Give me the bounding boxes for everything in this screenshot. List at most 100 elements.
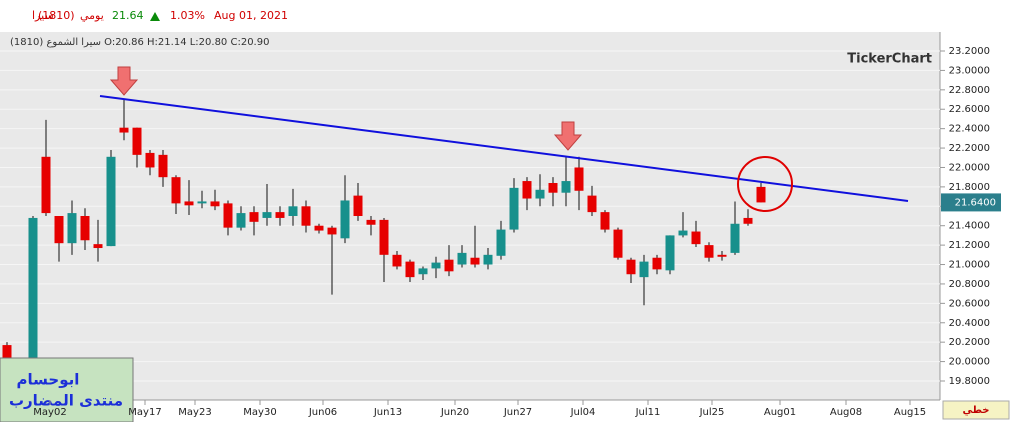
x-tick-label: May30	[243, 407, 276, 418]
candle-body	[743, 217, 753, 224]
candle-body	[639, 261, 649, 278]
y-tick-label: 20.6000	[949, 298, 990, 309]
candle-body	[314, 225, 324, 231]
y-tick-label: 21.2000	[949, 240, 990, 251]
code: (1810)	[38, 9, 75, 22]
candle-body	[665, 235, 675, 271]
watermark-line: منتدى المضارب	[9, 392, 123, 410]
up-arrow	[150, 12, 160, 21]
x-tick-label: Aug08	[830, 407, 862, 418]
candle-body	[223, 203, 233, 228]
candle-body	[67, 213, 77, 244]
ohlc-info: سيرا الشموع (1810) O:20.86 H:21.14 L:20.…	[10, 37, 269, 48]
x-tick-label: Aug15	[894, 407, 926, 418]
candle-body	[483, 254, 493, 265]
x-tick-label: Jun27	[503, 407, 532, 418]
candle-body	[93, 244, 103, 249]
candle-body	[444, 259, 454, 272]
last: 21.64	[112, 9, 144, 22]
y-tick-label: 22.4000	[949, 124, 990, 135]
candle-body	[730, 223, 740, 253]
candle-body	[132, 127, 142, 155]
candle-body	[470, 257, 480, 265]
last-price-label: 21.6400	[955, 197, 996, 208]
candle-body	[704, 245, 714, 258]
candle-body	[548, 183, 558, 193]
candle-body	[418, 268, 428, 275]
candle-body	[600, 212, 610, 230]
candle-body	[535, 189, 545, 199]
candle-body	[301, 206, 311, 226]
highlight-circle	[737, 156, 793, 212]
watermark-box	[0, 357, 134, 423]
y-tick-label: 23.2000	[949, 46, 990, 57]
candle-body	[262, 212, 272, 218]
candle-body	[119, 127, 129, 133]
candle-body	[366, 219, 376, 225]
symbol: سيرا	[32, 9, 54, 22]
candle-body	[184, 201, 194, 206]
y-tick-label: 20.4000	[949, 318, 990, 329]
header-bar	[0, 0, 1012, 32]
candle-body	[613, 229, 623, 258]
y-tick-label: 22.6000	[949, 104, 990, 115]
candle-body	[210, 201, 220, 207]
candle-body	[574, 167, 584, 191]
bottom-button-label[interactable]: خطي	[962, 405, 989, 416]
x-tick-label: May02	[33, 407, 66, 418]
y-tick-label: 23.0000	[949, 65, 990, 76]
candle-body	[80, 216, 90, 241]
candle-body	[561, 181, 571, 193]
y-tick-label: 22.0000	[949, 162, 990, 173]
x-tick-label: May23	[178, 407, 211, 418]
date: Aug 01, 2021	[214, 9, 288, 22]
candle-body	[28, 217, 38, 367]
candle-body	[431, 262, 441, 269]
last-price-box	[941, 193, 1001, 212]
y-tick-label: 20.2000	[949, 337, 990, 348]
arrow-marker	[109, 66, 139, 96]
x-tick-label: Jun13	[373, 407, 402, 418]
watermark-line: ابوحسام	[17, 371, 80, 389]
y-tick-label: 20.8000	[949, 279, 990, 290]
candle-body	[405, 261, 415, 278]
y-tick-label: 22.8000	[949, 85, 990, 96]
plot-area	[0, 32, 940, 400]
x-tick-label: May17	[128, 407, 161, 418]
candle-body	[379, 219, 389, 255]
candle-body	[691, 231, 701, 245]
candle-body	[275, 212, 285, 218]
y-tick-label: 19.8000	[949, 376, 990, 387]
candle-body	[158, 154, 168, 178]
marks	[0, 50, 940, 391]
x-tick-label: Aug01	[764, 407, 796, 418]
candle-body	[626, 259, 636, 275]
candle-body	[340, 200, 350, 239]
period: يومي	[80, 9, 104, 22]
x-tick-label: Jun06	[308, 407, 337, 418]
candle-body	[171, 177, 181, 204]
bottom-button[interactable]	[942, 400, 1010, 420]
arrow-marker	[553, 121, 583, 151]
candle-body	[587, 195, 597, 213]
candle-body	[522, 181, 532, 199]
candle-body	[652, 257, 662, 270]
candle-body	[678, 230, 688, 236]
y-tick-label: 22.2000	[949, 143, 990, 154]
y-tick-label: 21.4000	[949, 221, 990, 232]
change: 1.03%	[170, 9, 205, 22]
y-tick-label: 20.0000	[949, 357, 990, 368]
candle-body	[756, 186, 766, 203]
candle-body	[457, 252, 467, 265]
candle-body	[54, 216, 64, 244]
brand: TickerChart	[847, 52, 932, 67]
candle-body	[106, 156, 116, 247]
candle-body	[197, 201, 207, 204]
candle-body	[353, 195, 363, 216]
candle-body	[236, 213, 246, 228]
y-tick-label: 21.8000	[949, 182, 990, 193]
candle-body	[288, 206, 298, 216]
x-tick-label: Jul25	[699, 407, 725, 418]
candle-body	[327, 227, 337, 235]
